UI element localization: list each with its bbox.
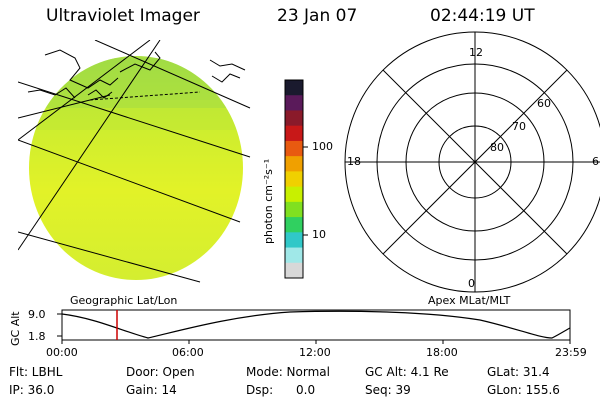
mlat-label-70: 70 bbox=[512, 120, 526, 133]
time-tick-0000: 00:00 bbox=[46, 346, 78, 359]
colorbar-frame bbox=[284, 79, 304, 279]
colorbar-tick-10: 10 bbox=[312, 228, 326, 241]
colorbar-segment bbox=[285, 262, 303, 279]
colorbar-unit-label: photon cm⁻²s⁻¹ bbox=[262, 158, 275, 244]
info-mode: Mode: Normal bbox=[246, 365, 330, 379]
mlt-label-18: 18 bbox=[347, 155, 361, 168]
colorbar-ticks bbox=[303, 146, 308, 236]
colorbar-segment bbox=[285, 201, 303, 218]
time-tick-1800: 18:00 bbox=[426, 346, 458, 359]
colorbar-segment bbox=[285, 247, 303, 264]
altitude-plot bbox=[57, 309, 571, 344]
info-door: Door: Open bbox=[126, 365, 195, 379]
colorbar-segment bbox=[285, 110, 303, 127]
mlt-label-0: 0 bbox=[468, 277, 475, 290]
altitude-axis-label: GC Alt bbox=[9, 311, 22, 346]
uv-image bbox=[18, 40, 251, 283]
colorbar bbox=[284, 79, 304, 279]
altitude-tick-low: 1.8 bbox=[28, 330, 46, 343]
time-tick-2359: 23:59 bbox=[555, 346, 587, 359]
info-flt: Flt: LBHL bbox=[9, 365, 63, 379]
info-gc-alt: GC Alt: 4.1 Re bbox=[365, 365, 449, 379]
mlat-label-60: 60 bbox=[537, 97, 551, 110]
info-glat: GLat: 31.4 bbox=[487, 365, 550, 379]
instrument-title: Ultraviolet Imager bbox=[46, 6, 200, 26]
colorbar-segment bbox=[285, 232, 303, 249]
earth-disc bbox=[29, 56, 243, 280]
colorbar-segment bbox=[285, 95, 303, 111]
colorbar-segment bbox=[285, 80, 303, 96]
colorbar-segment bbox=[285, 171, 303, 188]
mlt-label-12: 12 bbox=[469, 46, 483, 59]
polar-caption: Apex MLat/MLT bbox=[428, 294, 511, 307]
colorbar-segment bbox=[285, 186, 303, 203]
coastlines bbox=[27, 49, 246, 99]
colorbar-segment bbox=[285, 156, 303, 172]
colorbar-segment bbox=[285, 217, 303, 233]
info-dsp: Dsp: 0.0 bbox=[246, 383, 316, 397]
colorbar-segment bbox=[285, 140, 303, 157]
time-label: 02:44:19 UT bbox=[430, 6, 535, 26]
info-gain: Gain: 14 bbox=[126, 383, 177, 397]
image-caption: Geographic Lat/Lon bbox=[70, 294, 178, 307]
info-seq: Seq: 39 bbox=[365, 383, 411, 397]
mlat-label-80: 80 bbox=[490, 141, 504, 154]
date-label: 23 Jan 07 bbox=[277, 6, 358, 26]
disc-texture bbox=[29, 58, 243, 130]
time-tick-1200: 12:00 bbox=[299, 346, 331, 359]
altitude-curve bbox=[61, 310, 571, 339]
colorbar-tick-100: 100 bbox=[312, 140, 333, 153]
polar-plot bbox=[344, 31, 600, 293]
time-tick-0600: 06:00 bbox=[172, 346, 204, 359]
colorbar-segment bbox=[285, 125, 303, 142]
info-ip: IP: 36.0 bbox=[9, 383, 55, 397]
info-glon: GLon: 155.6 bbox=[487, 383, 560, 397]
mlt-label-6: 6 bbox=[592, 155, 599, 168]
altitude-tick-high: 9.0 bbox=[28, 308, 46, 321]
